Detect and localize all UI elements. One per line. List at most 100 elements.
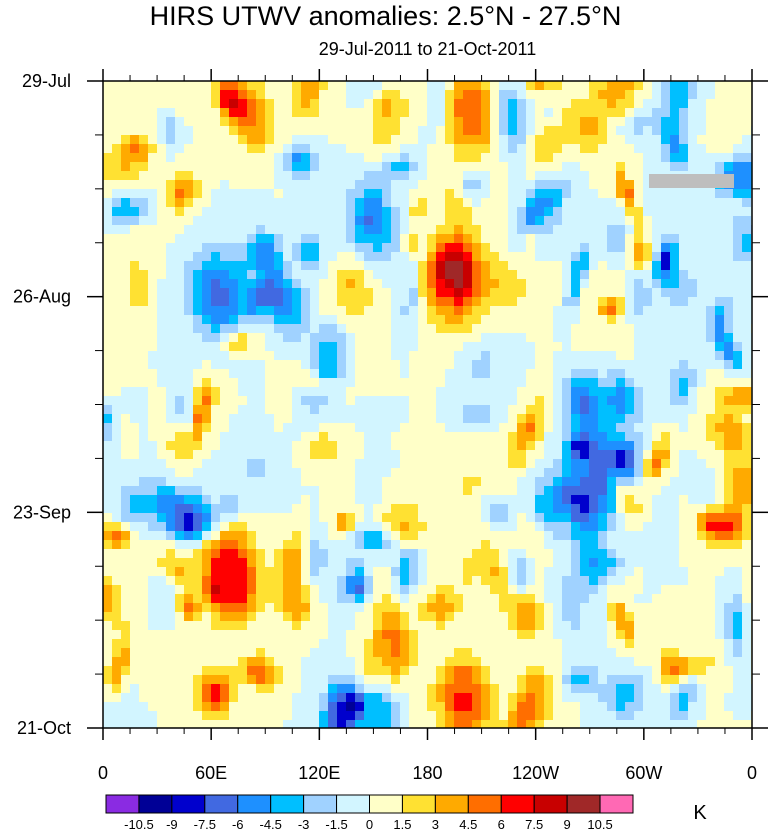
heatmap-cell [409,630,418,639]
heatmap-cell [562,324,571,333]
heatmap-cell [130,306,139,315]
heatmap-cell [589,540,598,549]
heatmap-cell [283,99,292,108]
heatmap-cell [535,243,544,252]
heatmap-cell [472,378,481,387]
heatmap-cell [526,162,535,171]
heatmap-cell [418,198,427,207]
heatmap-cell [166,441,175,450]
heatmap-cell [382,99,391,108]
heatmap-cell [589,189,598,198]
heatmap-cell [130,432,139,441]
heatmap-cell [103,693,112,702]
heatmap-cell [112,387,121,396]
heatmap-cell [274,351,283,360]
heatmap-cell [526,279,535,288]
heatmap-cell [697,558,706,567]
heatmap-cell [364,126,373,135]
heatmap-cell [283,405,292,414]
heatmap-cell [517,153,526,162]
heatmap-cell [625,549,634,558]
heatmap-cell [391,531,400,540]
heatmap-cell [598,225,607,234]
heatmap-cell [346,621,355,630]
heatmap-cell [598,504,607,513]
heatmap-cell [490,450,499,459]
heatmap-cell [472,576,481,585]
heatmap-cell [436,315,445,324]
heatmap-cell [310,414,319,423]
heatmap-cell [373,153,382,162]
heatmap-cell [346,594,355,603]
heatmap-cell [121,657,130,666]
heatmap-cell [598,207,607,216]
heatmap-cell [337,486,346,495]
heatmap-cell [436,522,445,531]
heatmap-cell [220,612,229,621]
heatmap-cell [661,315,670,324]
heatmap-cell [742,432,751,441]
heatmap-cell [652,333,661,342]
heatmap-cell [364,513,373,522]
heatmap-cell [238,531,247,540]
heatmap-cell [598,135,607,144]
heatmap-cell [220,171,229,180]
heatmap-cell [337,288,346,297]
heatmap-cell [490,261,499,270]
heatmap-cell [526,639,535,648]
heatmap-cell [328,387,337,396]
heatmap-cell [436,189,445,198]
heatmap-cell [670,630,679,639]
heatmap-cell [562,414,571,423]
heatmap-cell [634,396,643,405]
heatmap-cell [121,297,130,306]
heatmap-cell [184,423,193,432]
heatmap-cell [733,261,742,270]
heatmap-cell [112,216,121,225]
heatmap-cell [418,513,427,522]
heatmap-cell [112,90,121,99]
heatmap-cell [418,261,427,270]
heatmap-cell [517,477,526,486]
heatmap-cell [247,180,256,189]
heatmap-cell [319,324,328,333]
heatmap-cell [283,477,292,486]
heatmap-cell [283,585,292,594]
heatmap-cell [742,81,751,90]
heatmap-cell [436,171,445,180]
heatmap-cell [319,639,328,648]
heatmap-cell [697,153,706,162]
heatmap-cell [355,405,364,414]
heatmap-cell [292,603,301,612]
heatmap-cell [148,90,157,99]
heatmap-cell [688,612,697,621]
heatmap-cell [364,621,373,630]
heatmap-cell [463,621,472,630]
heatmap-cell [697,126,706,135]
heatmap-cell [184,180,193,189]
heatmap-cell [175,297,184,306]
heatmap-cell [148,171,157,180]
heatmap-cell [121,594,130,603]
heatmap-cell [103,108,112,117]
heatmap-cell [634,576,643,585]
heatmap-cell [607,261,616,270]
heatmap-cell [616,99,625,108]
heatmap-cell [580,117,589,126]
heatmap-cell [265,81,274,90]
heatmap-cell [148,648,157,657]
heatmap-cell [553,657,562,666]
heatmap-cell [481,378,490,387]
heatmap-cell [589,162,598,171]
heatmap-cell [202,297,211,306]
heatmap-cell [490,459,499,468]
heatmap-cell [229,522,238,531]
heatmap-cell [607,432,616,441]
heatmap-cell [274,99,283,108]
heatmap-cell [580,468,589,477]
heatmap-cell [193,423,202,432]
heatmap-cell [283,441,292,450]
heatmap-cell [436,621,445,630]
heatmap-cell [139,432,148,441]
heatmap-cell [661,630,670,639]
